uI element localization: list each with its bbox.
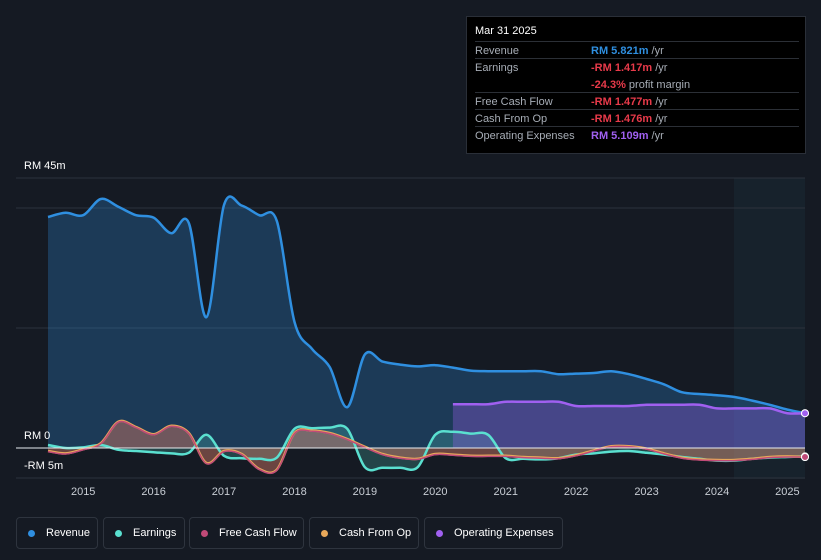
legend-cfo-dot (321, 530, 328, 537)
free-cash-flow-line (47, 420, 806, 475)
tooltip-row-revenue: Revenue RM 5.821m /yr (475, 41, 799, 59)
x-tick-2019: 2019 (353, 486, 377, 498)
tooltip-row-opex: Operating Expenses RM 5.109m /yr (475, 126, 799, 144)
free-cash-flow-end-marker (801, 453, 809, 461)
tooltip-cfo-label: Cash From Op (475, 113, 548, 125)
x-tick-2020: 2020 (423, 486, 447, 498)
legend-earnings-dot (115, 530, 122, 537)
operating-expenses-area (452, 401, 805, 448)
tooltip-revenue-value: RM 5.821m /yr (591, 45, 664, 57)
y-axis-bottom-label: -RM 5m (24, 460, 64, 472)
tooltip-revenue-label: Revenue (475, 45, 520, 57)
x-tick-2024: 2024 (705, 486, 729, 498)
x-tick-2015: 2015 (71, 486, 95, 498)
legend-revenue[interactable]: Revenue (16, 517, 98, 549)
series-lines (47, 195, 806, 475)
revenue-area (48, 196, 805, 448)
legend-revenue-label: Revenue (46, 527, 91, 539)
series-areas (48, 196, 805, 474)
tooltip-row-cfo: Cash From Op -RM 1.476m /yr (475, 109, 799, 127)
x-tick-2021: 2021 (493, 486, 517, 498)
tooltip-opex-label: Operating Expenses (475, 130, 575, 142)
y-axis-zero-label: RM 0 (24, 430, 51, 442)
x-tick-2017: 2017 (212, 486, 236, 498)
x-tick-2018: 2018 (282, 486, 306, 498)
tooltip-cfo-value: -RM 1.476m /yr (591, 113, 668, 125)
operating-expenses-end-marker (801, 409, 809, 418)
tooltip-earnings-label: Earnings (475, 62, 519, 74)
legend-operating-expenses[interactable]: Operating Expenses (424, 517, 563, 549)
x-tick-2022: 2022 (564, 486, 588, 498)
tooltip-profit-margin: -24.3% profit margin (591, 79, 691, 91)
legend-free-cash-flow[interactable]: Free Cash Flow (189, 517, 304, 549)
free-cash-flow-area (48, 421, 805, 474)
tooltip-date: Mar 31 2025 (475, 25, 537, 37)
tooltip-opex-value: RM 5.109m /yr (591, 130, 664, 142)
legend-revenue-dot (28, 530, 35, 537)
end-markers (801, 409, 809, 461)
tooltip-panel: Mar 31 2025 Revenue RM 5.821m /yr Earnin… (466, 16, 806, 154)
x-tick-2023: 2023 (634, 486, 658, 498)
tooltip-fcf-value: -RM 1.477m /yr (591, 96, 668, 108)
legend-opex-dot (436, 530, 443, 537)
legend-cash-from-op[interactable]: Cash From Op (309, 517, 419, 549)
tooltip-earnings-value: -RM 1.417m /yr (591, 62, 668, 74)
legend-earnings[interactable]: Earnings (103, 517, 185, 549)
tooltip-fcf-label: Free Cash Flow (475, 96, 553, 108)
gridlines (16, 177, 805, 479)
legend-earnings-label: Earnings (133, 527, 177, 539)
x-tick-2025: 2025 (775, 486, 799, 498)
x-tick-2016: 2016 (141, 486, 165, 498)
y-axis-top-label: RM 45m (24, 160, 66, 172)
legend-cfo-label: Cash From Op (339, 527, 412, 539)
tooltip-row-fcf: Free Cash Flow -RM 1.477m /yr (475, 92, 799, 110)
legend-opex-label: Operating Expenses (454, 527, 554, 539)
tooltip-row-earnings: Earnings -RM 1.417m /yr -24.3% profit ma… (475, 58, 799, 93)
cash-from-op-area (48, 420, 805, 473)
legend-fcf-dot (201, 530, 208, 537)
revenue-line (47, 195, 806, 415)
legend-fcf-label: Free Cash Flow (219, 527, 297, 539)
x-axis-ticks: 2015 2016 2017 2018 2019 2020 2021 2022 2023 2024… (71, 486, 800, 498)
operating-expenses-line (452, 400, 806, 415)
